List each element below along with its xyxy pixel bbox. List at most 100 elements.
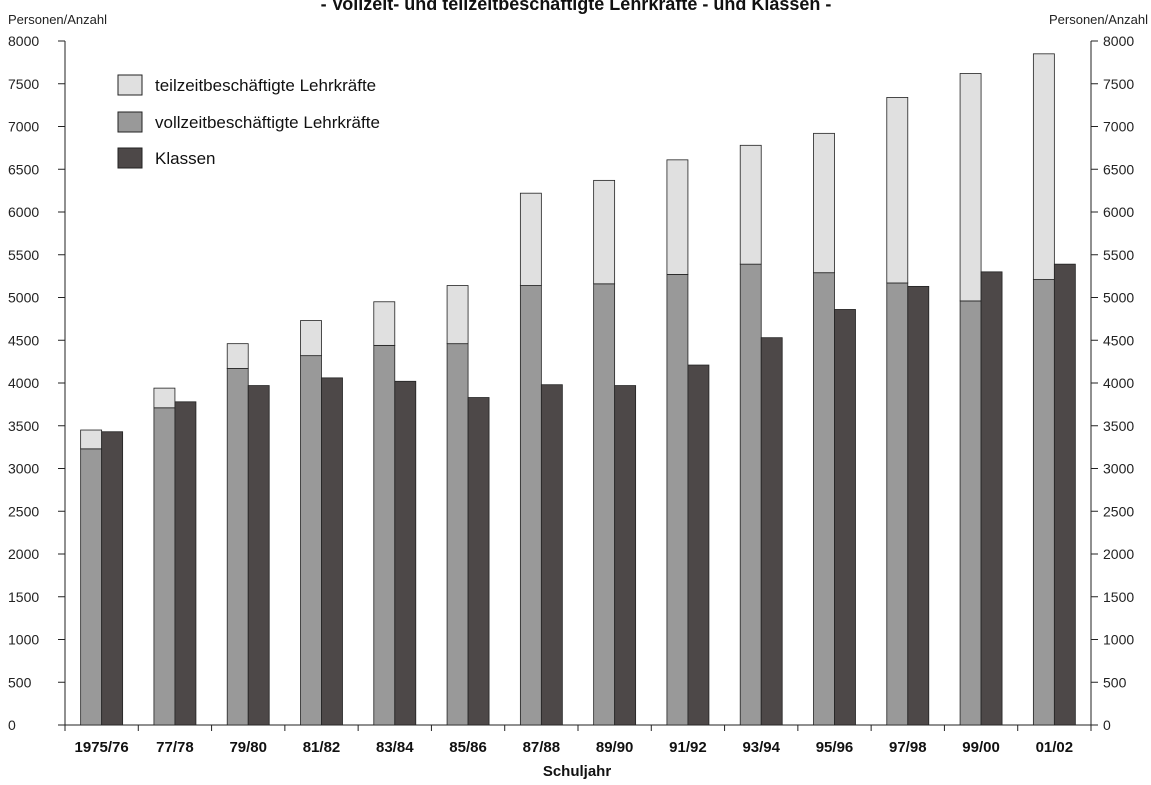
y-tick-label-left: 7500 — [8, 76, 39, 92]
bar-full-time — [666, 274, 689, 726]
y-tick-label-left: 3000 — [8, 461, 39, 477]
x-tick-label: 77/78 — [156, 739, 194, 756]
x-tick-label: 97/98 — [889, 739, 927, 756]
y-axis-unit-left: Personen/Anzahl — [8, 12, 107, 27]
bar-part-time — [153, 387, 176, 409]
bar-classes — [834, 309, 856, 726]
x-tick-label: 91/92 — [669, 739, 707, 756]
bar-classes — [1053, 263, 1076, 726]
bar-full-time — [373, 344, 396, 726]
bar-part-time — [1032, 53, 1055, 280]
bar-full-time — [300, 355, 322, 726]
bar-full-time — [1032, 279, 1055, 726]
y-tick-label-left: 8000 — [8, 33, 39, 49]
bar-full-time — [519, 285, 542, 726]
y-tick-label-right: 3000 — [1103, 461, 1134, 477]
bar-full-time — [886, 282, 909, 726]
legend-swatch-classes — [117, 147, 143, 169]
axes: 0 0 500 500 1000 1000 1500 1500 2000 2000 2500 2500… — [8, 33, 1134, 733]
bar-full-time — [226, 368, 249, 726]
y-tick-label-right: 1000 — [1103, 632, 1134, 648]
bar-classes — [760, 337, 783, 726]
y-tick-label-right: 7000 — [1103, 119, 1134, 135]
x-tick-label: 95/96 — [816, 739, 854, 756]
y-tick-label-right: 0 — [1103, 717, 1111, 733]
legend-label-full-time: vollzeitbeschäftigte Lehrkräfte — [155, 113, 380, 132]
bar-full-time — [593, 283, 616, 726]
x-tick-label: 83/84 — [376, 739, 414, 756]
bar-full-time — [813, 272, 835, 726]
bar-classes — [321, 377, 343, 726]
x-tick-label: 85/86 — [449, 739, 487, 756]
y-tick-label-left: 2500 — [8, 503, 39, 519]
bar-classes — [540, 384, 563, 726]
y-axis-unit-right: Personen/Anzahl — [1049, 12, 1148, 27]
legend: teilzeitbeschäftigte Lehrkräfte vollzeit… — [117, 74, 380, 169]
bar-full-time — [153, 407, 176, 726]
x-tick-label: 93/94 — [742, 739, 780, 756]
legend-swatch-part-time — [117, 74, 143, 96]
y-tick-label-right: 2000 — [1103, 546, 1134, 562]
bar-classes — [101, 431, 124, 726]
x-tick-label: 99/00 — [962, 739, 1000, 756]
bar-full-time — [739, 263, 762, 726]
y-tick-label-left: 6000 — [8, 204, 39, 220]
x-tick-label: 1975/76 — [75, 739, 129, 756]
y-tick-label-right: 4500 — [1103, 332, 1134, 348]
y-tick-label-left: 5000 — [8, 290, 39, 306]
y-tick-label-right: 5500 — [1103, 247, 1134, 263]
y-tick-label-right: 6500 — [1103, 161, 1134, 177]
x-tick-label: 01/02 — [1036, 739, 1074, 756]
y-tick-label-right: 4000 — [1103, 375, 1134, 391]
bar-classes — [467, 397, 490, 726]
bars: 1975/76 77/78 79/80 81/82 83/84 85/86 87/88 89/… — [75, 53, 1076, 756]
x-axis-label: Schuljahr — [543, 763, 612, 780]
y-tick-label-right: 8000 — [1103, 33, 1134, 49]
y-tick-label-left: 1500 — [8, 589, 39, 605]
x-tick-label: 87/88 — [523, 739, 561, 756]
bar-part-time — [446, 285, 469, 345]
bar-classes — [614, 385, 637, 726]
y-tick-label-left: 3500 — [8, 418, 39, 434]
bar-part-time — [959, 73, 982, 302]
y-tick-label-left: 2000 — [8, 546, 39, 562]
bar-part-time — [300, 320, 322, 357]
bar-part-time — [80, 429, 103, 450]
bar-full-time — [80, 448, 103, 726]
y-tick-label-left: 7000 — [8, 119, 39, 135]
y-tick-label-right: 500 — [1103, 674, 1127, 690]
bar-classes — [980, 271, 1003, 726]
x-tick-label: 89/90 — [596, 739, 634, 756]
x-tick-label: 81/82 — [303, 739, 341, 756]
chart-title: - Vollzeit- und teilzeitbeschäftigte Leh… — [321, 0, 832, 14]
legend-label-part-time: teilzeitbeschäftigte Lehrkräfte — [155, 76, 376, 95]
y-tick-label-left: 4000 — [8, 375, 39, 391]
y-tick-label-left: 5500 — [8, 247, 39, 263]
y-tick-label-left: 4500 — [8, 332, 39, 348]
bar-classes — [174, 401, 197, 726]
legend-swatch-full-time — [117, 111, 143, 133]
y-tick-label-right: 7500 — [1103, 76, 1134, 92]
x-tick-label: 79/80 — [229, 739, 267, 756]
y-tick-label-left: 500 — [8, 674, 32, 690]
y-tick-label-left: 0 — [8, 717, 16, 733]
bar-classes — [394, 380, 417, 726]
bar-part-time — [886, 97, 909, 284]
bar-classes — [687, 364, 710, 726]
y-tick-label-right: 3500 — [1103, 418, 1134, 434]
bar-full-time — [959, 300, 982, 726]
bar-part-time — [226, 343, 249, 369]
bar-part-time — [373, 301, 396, 346]
y-tick-label-right: 6000 — [1103, 204, 1134, 220]
bar-part-time — [666, 159, 689, 275]
bar-part-time — [739, 144, 762, 265]
bar-classes — [907, 285, 930, 726]
y-tick-label-right: 2500 — [1103, 503, 1134, 519]
bar-full-time — [446, 343, 469, 726]
y-tick-label-left: 1000 — [8, 632, 39, 648]
bar-part-time — [519, 192, 542, 286]
y-tick-label-right: 1500 — [1103, 589, 1134, 605]
y-tick-label-right: 5000 — [1103, 290, 1134, 306]
bar-part-time — [813, 132, 835, 274]
